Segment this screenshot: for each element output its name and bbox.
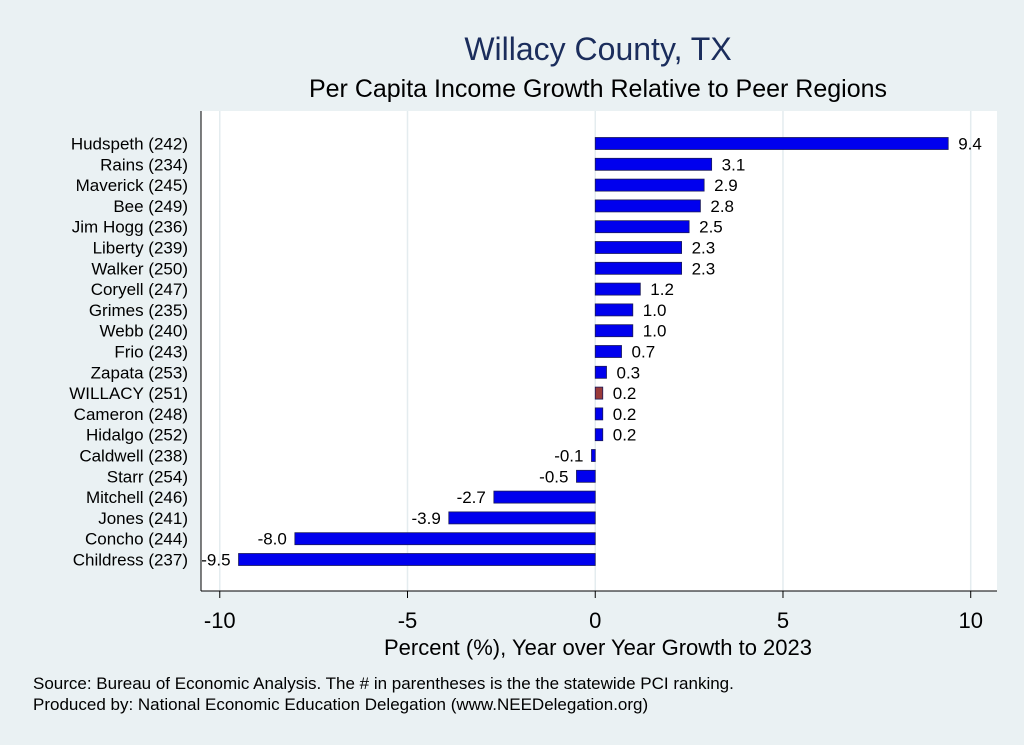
value-label: 3.1 xyxy=(722,155,746,174)
category-label: Webb (240) xyxy=(99,322,188,341)
bar xyxy=(594,261,683,275)
value-label: 2.5 xyxy=(699,218,723,237)
value-label: 0.2 xyxy=(613,384,637,403)
category-label: Hudspeth (242) xyxy=(71,135,188,154)
bar xyxy=(594,345,622,358)
bar xyxy=(591,449,596,462)
bar xyxy=(594,199,701,213)
x-axis-label: Percent (%), Year over Year Growth to 20… xyxy=(384,635,812,660)
value-label: 0.7 xyxy=(632,343,656,362)
value-label: 1.2 xyxy=(650,280,674,299)
category-label: WILLACY (251) xyxy=(69,384,188,403)
value-label: 2.3 xyxy=(692,239,716,258)
bar xyxy=(594,303,634,317)
x-tick-label: -10 xyxy=(204,608,236,633)
x-tick-label: -5 xyxy=(398,608,418,633)
value-label: 2.9 xyxy=(714,176,738,195)
category-label: Bee (249) xyxy=(113,197,188,216)
x-tick-label: 5 xyxy=(777,608,789,633)
value-label: -0.1 xyxy=(554,447,583,466)
source-note: Source: Bureau of Economic Analysis. The… xyxy=(33,674,734,693)
value-label: 1.0 xyxy=(643,301,667,320)
value-label: 1.0 xyxy=(643,322,667,341)
bars: Hudspeth (242) 9.4 Rains (234) 3.1 Maverick … xyxy=(69,135,982,570)
category-label: Concho (244) xyxy=(85,530,188,549)
bar xyxy=(493,490,596,504)
category-label: Jim Hogg (236) xyxy=(72,218,188,237)
chart-title: Willacy County, TX xyxy=(464,31,731,67)
category-label: Cameron (248) xyxy=(74,405,188,424)
x-tick-label: 10 xyxy=(958,608,982,633)
category-label: Liberty (239) xyxy=(93,239,188,258)
bar xyxy=(594,178,705,192)
value-label: -0.5 xyxy=(539,467,568,486)
value-label: 9.4 xyxy=(958,135,982,154)
bar xyxy=(576,469,596,483)
category-label: Frio (243) xyxy=(114,343,188,362)
bar xyxy=(594,157,713,171)
value-label: 2.8 xyxy=(710,197,734,216)
category-label: Maverick (245) xyxy=(76,176,188,195)
value-label: -2.7 xyxy=(457,488,486,507)
value-label: 0.3 xyxy=(617,363,641,382)
bar xyxy=(594,220,690,234)
producer-note: Produced by: National Economic Education… xyxy=(33,695,648,714)
category-label: Coryell (247) xyxy=(91,280,188,299)
value-label: 0.2 xyxy=(613,405,637,424)
bar xyxy=(594,282,641,296)
value-label: 2.3 xyxy=(692,259,716,278)
bar xyxy=(594,137,949,150)
x-tick-label: 0 xyxy=(589,608,601,633)
bar xyxy=(594,365,607,379)
bar xyxy=(594,407,604,421)
category-label: Jones (241) xyxy=(98,509,188,528)
category-label: Rains (234) xyxy=(100,155,188,174)
bar xyxy=(448,511,596,525)
bar xyxy=(238,553,596,566)
bar xyxy=(594,241,683,254)
category-label: Childress (237) xyxy=(73,551,188,570)
bar xyxy=(594,386,604,400)
bar xyxy=(594,324,634,338)
value-label: -9.5 xyxy=(201,551,230,570)
category-label: Zapata (253) xyxy=(91,363,188,382)
value-label: -3.9 xyxy=(412,509,441,528)
value-label: -8.0 xyxy=(258,530,287,549)
bar xyxy=(294,532,596,546)
category-label: Grimes (235) xyxy=(89,301,188,320)
category-label: Hidalgo (252) xyxy=(86,426,188,445)
chart-subtitle: Per Capita Income Growth Relative to Pee… xyxy=(309,75,887,103)
category-label: Starr (254) xyxy=(107,467,188,486)
category-label: Mitchell (246) xyxy=(86,488,188,507)
value-label: 0.2 xyxy=(613,426,637,445)
category-label: Caldwell (238) xyxy=(79,447,188,466)
category-label: Walker (250) xyxy=(91,259,188,278)
bar xyxy=(594,428,604,442)
x-axis-ticks: -10 -5 0 5 10 xyxy=(204,591,983,633)
